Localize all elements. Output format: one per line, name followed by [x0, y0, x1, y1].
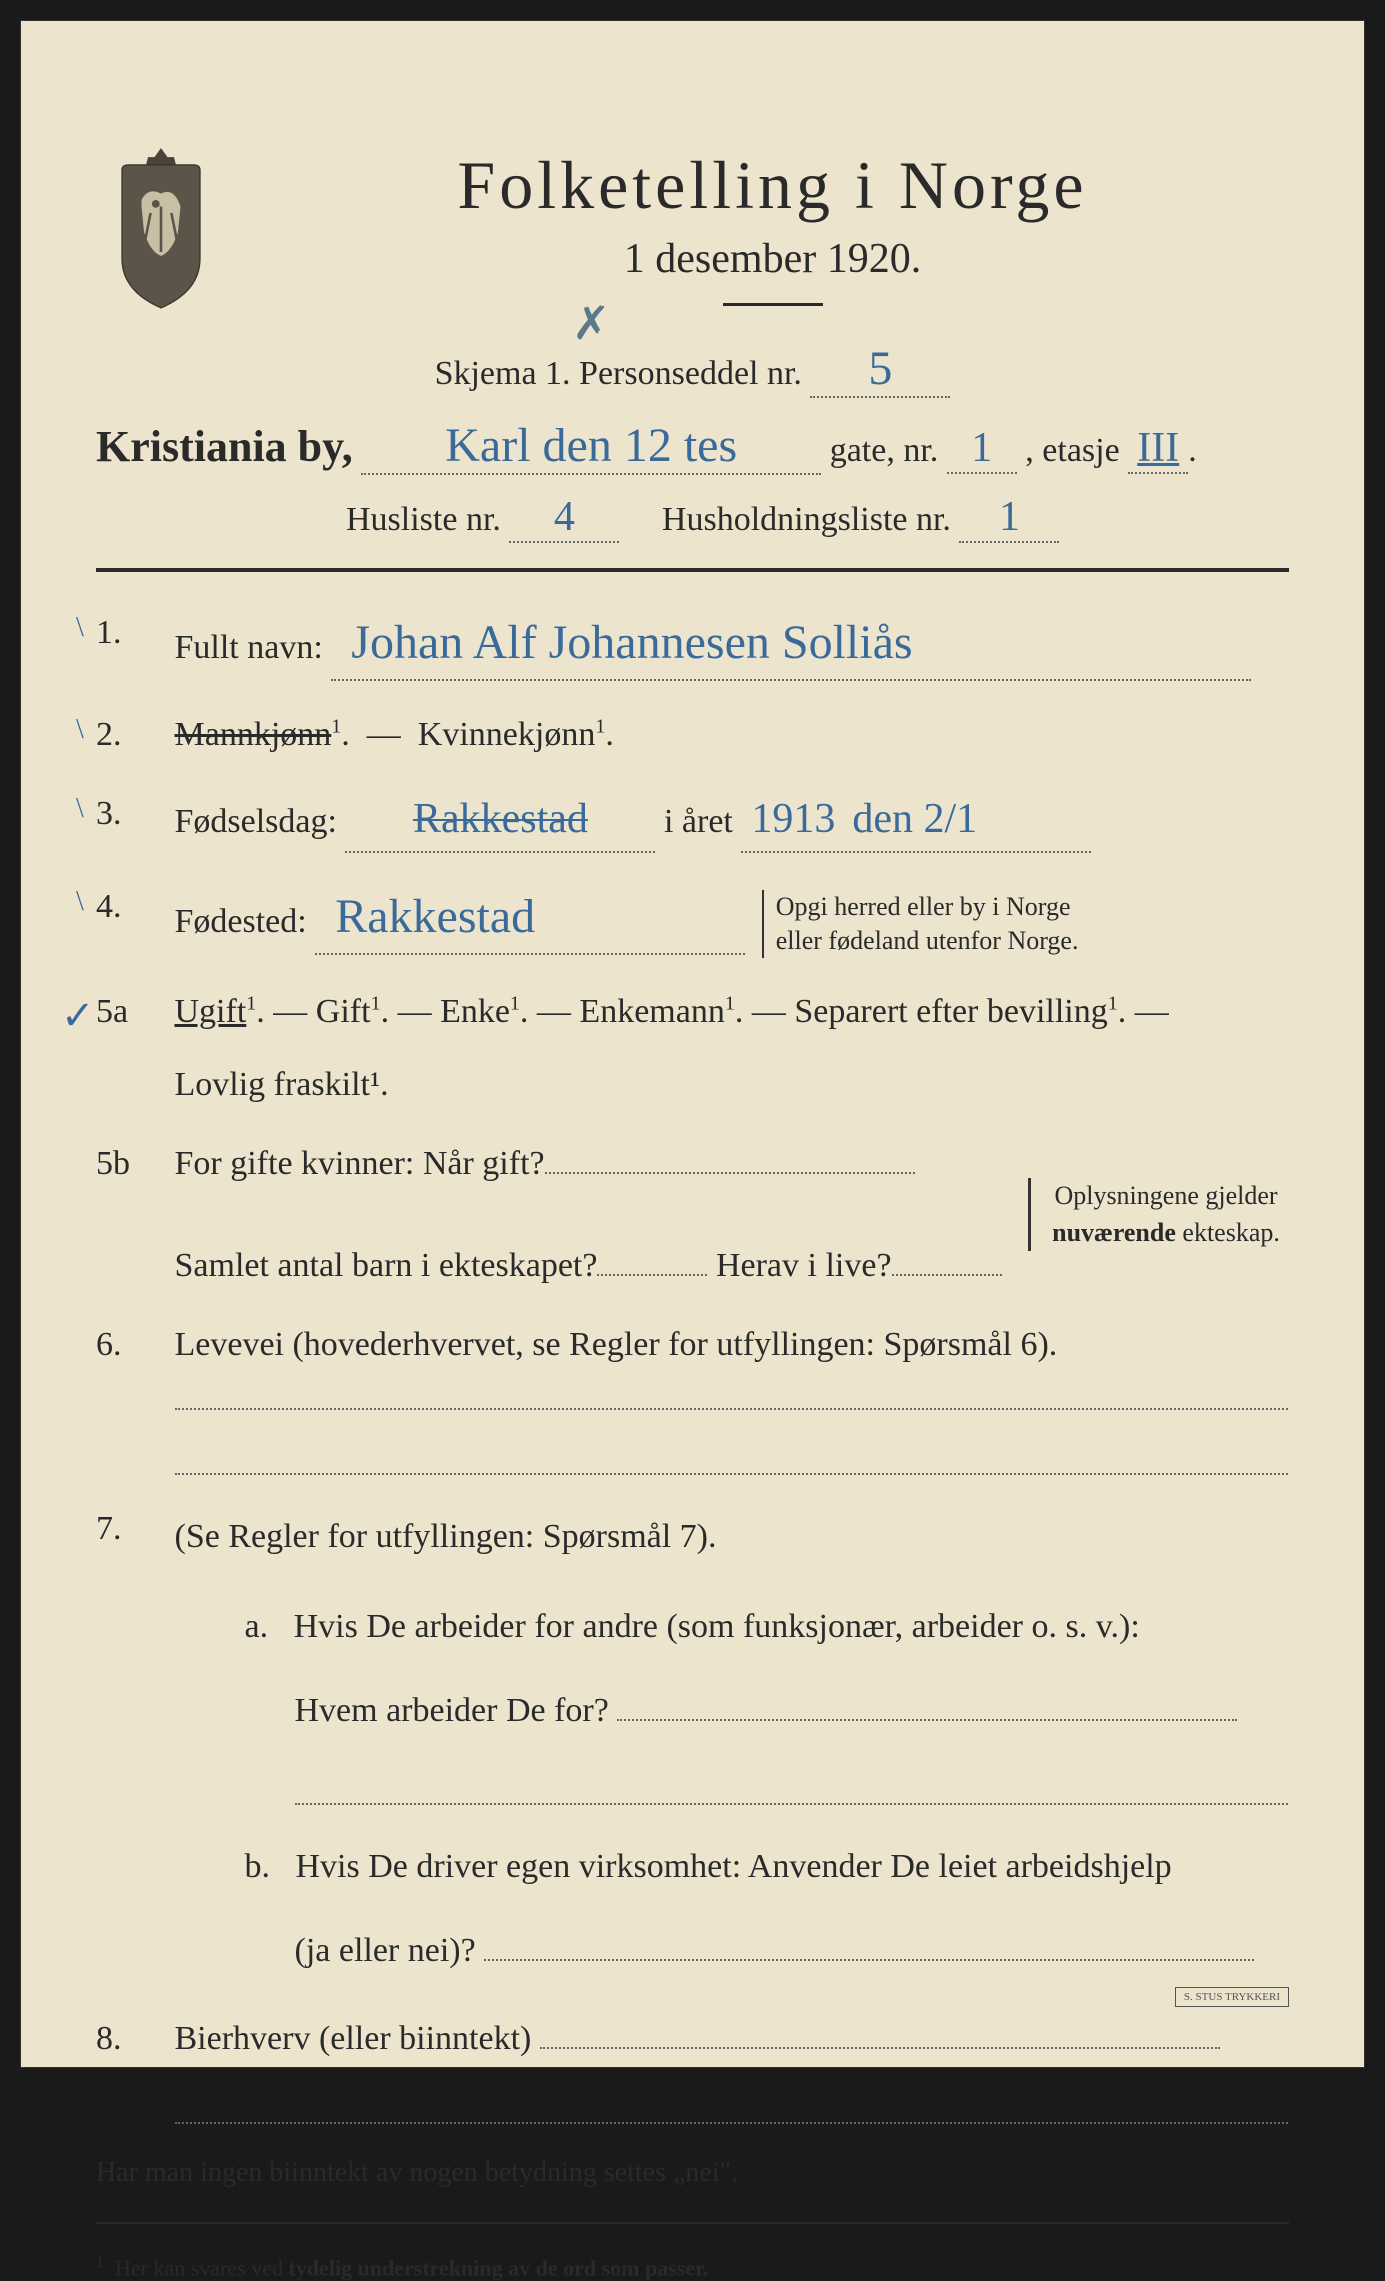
etasje: III [1137, 425, 1179, 471]
census-form-page: Folketelling i Norge 1 desember 1920. Sk… [20, 20, 1365, 2068]
coat-of-arms-icon [96, 141, 226, 311]
tick-mark: \ [76, 881, 84, 923]
q4-note: Opgi herred eller by i Norge eller fødel… [762, 890, 1122, 958]
q7a-label: a. [245, 1608, 269, 1645]
q4-row: \ 4. Fødested: Rakkestad Opgi herred ell… [96, 881, 1289, 958]
husliste-nr: 4 [554, 494, 575, 540]
q8-row: 8. Bierhverv (eller biinntekt) [96, 2013, 1289, 2124]
date-line: 1 desember 1920. [256, 235, 1289, 283]
q7b-text2: (ja eller nei)? [295, 1932, 476, 1969]
rule-thin [96, 2222, 1289, 2224]
footnote: 1 Her kan svares ved tydelig understrekn… [96, 2246, 1289, 2281]
q5b-num: 5b [96, 1138, 166, 1189]
husholdning-label: Husholdningsliste nr. [662, 501, 951, 538]
header: Folketelling i Norge 1 desember 1920. [96, 141, 1289, 331]
gate-label: gate, nr. [830, 432, 939, 469]
q5b-row: 5b For gifte kvinner: Når gift? Samlet a… [96, 1138, 1289, 1291]
q2-num: 2. [96, 709, 166, 760]
gate-nr: 1 [971, 425, 992, 471]
q3-struck: Rakkestad [413, 796, 588, 842]
blank-line [175, 2094, 1288, 2124]
q3-aret: i året [664, 803, 733, 840]
husliste-label: Husliste nr. [346, 501, 501, 538]
q2-kvinne: Kvinnekjønn [418, 716, 596, 753]
q7-num: 7. [96, 1503, 166, 1554]
q5a-ugift: Ugift [175, 993, 247, 1030]
q7a-text1: Hvis De arbeider for andre (som funksjon… [294, 1608, 1140, 1645]
q3-label: Fødselsdag: [175, 803, 337, 840]
q5a-row: ✓ 5a Ugift1. — Gift1. — Enke1. — Enkeman… [96, 986, 1289, 1110]
q5b-l2a: Samlet antal barn i ekteskapet? [175, 1247, 598, 1284]
q4-label: Fødested: [175, 903, 307, 940]
q1-num: 1. [96, 607, 166, 658]
title-block: Folketelling i Norge 1 desember 1920. [256, 141, 1289, 331]
q2-row: \ 2. Mannkjønn1. — Kvinnekjønn1. [96, 709, 1289, 760]
q1-value: Johan Alf Johannesen Solliås [351, 616, 912, 669]
q5b-l2b: Herav i live? [716, 1247, 892, 1284]
q3-num: 3. [96, 788, 166, 839]
tick-mark: \ [76, 607, 84, 649]
blank-line [175, 1380, 1288, 1410]
q1-label: Fullt navn: [175, 629, 323, 666]
street-name: Karl den 12 tes [445, 419, 737, 472]
main-title: Folketelling i Norge [256, 146, 1289, 225]
husholdning-nr: 1 [999, 494, 1020, 540]
blank-line [175, 1445, 1288, 1475]
q8-num: 8. [96, 2013, 166, 2064]
tick-mark: \ [76, 788, 84, 830]
q3-year: 1913 [751, 796, 835, 842]
husliste-line: Husliste nr. 4 Husholdningsliste nr. 1 [96, 493, 1289, 543]
q4-value: Rakkestad [335, 890, 535, 943]
q7a-text2: Hvem arbeider De for? [295, 1692, 609, 1729]
q8-label: Bierhverv (eller biinntekt) [175, 2020, 532, 2057]
q5a-num: 5a [96, 986, 166, 1037]
q4-num: 4. [96, 881, 166, 932]
q7b-text1: Hvis De driver egen virksomhet: Anvender… [296, 1848, 1172, 1885]
q6-text: Levevei (hovederhvervet, se Regler for u… [175, 1326, 1058, 1363]
q7-intro: (Se Regler for utfyllingen: Spørsmål 7). [175, 1518, 717, 1555]
q3-den: den 2/1 [852, 796, 977, 842]
person-nr-struck: ✗ [572, 296, 611, 350]
q5b-l1: For gifte kvinner: Når gift? [175, 1145, 545, 1182]
printer-stamp: S. STUS TRYKKERI [1175, 1987, 1289, 2007]
q5b-note: Oplysningene gjelder nuværende ekteskap. [1028, 1178, 1288, 1251]
tick-mark: \ [76, 709, 84, 751]
person-nr: 5 [868, 342, 892, 395]
q5a-line2: Lovlig fraskilt¹. [175, 1059, 1288, 1110]
skjema-label: Skjema 1. Personseddel nr. [435, 355, 802, 392]
address-line: Kristiania by, Karl den 12 tes gate, nr.… [96, 418, 1289, 475]
footer-note: Har man ingen biinntekt av nogen betydni… [96, 2152, 1289, 2194]
skjema-line: Skjema 1. Personseddel nr. ✗ 5 [96, 341, 1289, 398]
q6-num: 6. [96, 1319, 166, 1370]
q2-mann: Mannkjønn [175, 716, 332, 753]
q7-row: 7. (Se Regler for utfyllingen: Spørsmål … [96, 1503, 1289, 1985]
check-mark: ✓ [61, 986, 95, 1046]
q6-row: 6. Levevei (hovederhvervet, se Regler fo… [96, 1319, 1289, 1475]
blank-line [295, 1775, 1288, 1805]
city-label: Kristiania by, [96, 422, 353, 471]
q1-row: \ 1. Fullt navn: Johan Alf Johannesen So… [96, 607, 1289, 681]
title-rule [723, 303, 823, 306]
rule-thick [96, 568, 1289, 572]
q7b-label: b. [245, 1848, 271, 1885]
etasje-label: , etasje [1025, 432, 1119, 469]
q3-row: \ 3. Fødselsdag: Rakkestad i året 1913 d… [96, 788, 1289, 853]
